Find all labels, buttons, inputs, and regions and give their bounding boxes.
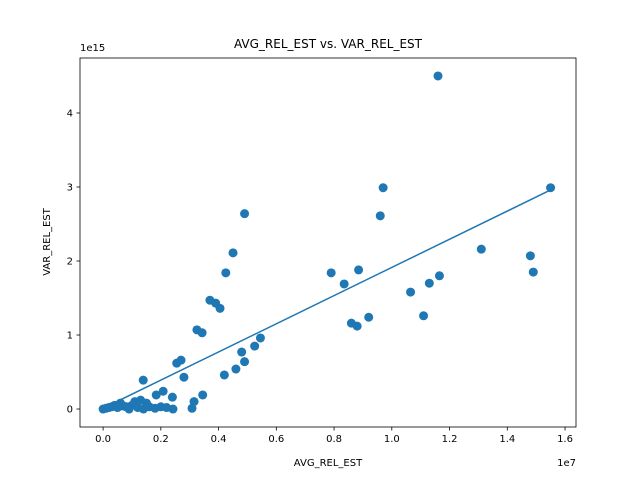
point (255, 333, 265, 343)
point (162, 403, 172, 413)
x-tick-label: 0.0 (95, 434, 111, 445)
point (378, 183, 388, 193)
x-tick-label: 0.6 (268, 434, 284, 445)
chart-title: AVG_REL_EST vs. VAR_REL_EST (234, 37, 423, 51)
point (172, 358, 182, 368)
point (476, 244, 486, 254)
y-tick-label: 4 (67, 108, 73, 119)
point (215, 303, 225, 313)
point (151, 390, 161, 400)
point (433, 71, 443, 81)
point (240, 357, 250, 367)
point (250, 341, 260, 351)
point (375, 211, 385, 221)
point (198, 390, 208, 400)
x-tick-label: 0.2 (153, 434, 169, 445)
x-tick-label: 1.0 (384, 434, 400, 445)
plot-frame (79, 57, 577, 428)
y-axis-label: VAR_REL_EST (42, 207, 53, 275)
point (221, 268, 231, 278)
point (139, 404, 149, 414)
point (231, 364, 241, 374)
point (228, 248, 238, 258)
x-tick-label: 0.4 (211, 434, 227, 445)
point (326, 268, 336, 278)
y-tick-label: 0 (67, 405, 73, 416)
point (197, 328, 207, 338)
point (434, 271, 444, 281)
point (237, 347, 247, 357)
x-tick-label: 0.8 (326, 434, 342, 445)
point (525, 251, 535, 261)
point (546, 183, 556, 193)
point (158, 386, 168, 396)
point (339, 279, 349, 289)
point (138, 375, 148, 385)
y-offset-text: 1e15 (80, 43, 105, 54)
point (124, 404, 134, 414)
point (419, 311, 429, 321)
x-tick-label: 1.6 (557, 434, 573, 445)
point (406, 287, 416, 297)
y-tick-label: 2 (67, 257, 73, 268)
point (219, 370, 229, 380)
y-tick-label: 3 (67, 182, 73, 193)
x-tick-label: 1.2 (442, 434, 458, 445)
point (179, 372, 189, 382)
point (528, 267, 538, 277)
point (187, 403, 197, 413)
point (424, 278, 434, 288)
y-tick-label: 1 (67, 331, 73, 342)
x-tick-label: 1.4 (499, 434, 515, 445)
point (364, 312, 374, 322)
point (240, 209, 250, 219)
trend-line (102, 189, 551, 409)
x-offset-text: 1e7 (557, 458, 576, 469)
point (354, 265, 364, 275)
point (167, 392, 177, 402)
point (352, 321, 362, 331)
x-axis-label: AVG_REL_EST (294, 458, 363, 469)
